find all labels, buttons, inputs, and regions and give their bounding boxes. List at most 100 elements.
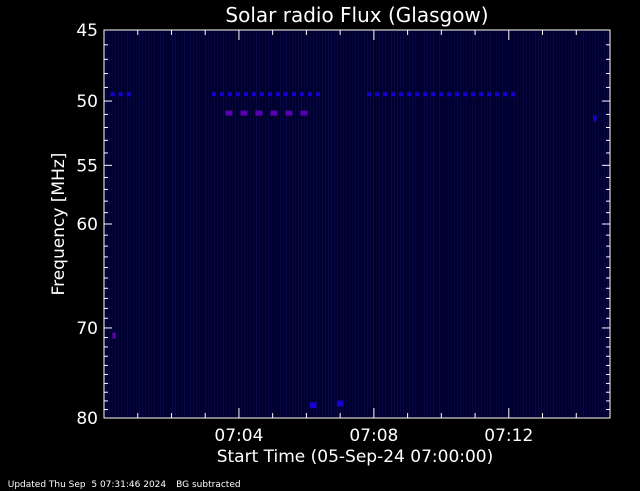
noise-streak [475,32,476,416]
noise-streak [403,32,404,416]
interference-segment [503,92,507,96]
noise-streak [316,32,317,416]
noise-streak [520,32,521,416]
noise-streak [310,32,311,416]
noise-streak [319,32,320,416]
noise-streak [223,32,224,416]
updated-timestamp: Updated Thu Sep 5 07:31:46 2024 [8,480,166,490]
noise-streak [127,32,128,416]
noise-streak [505,32,506,416]
noise-streak [550,32,551,416]
noise-streak [145,32,146,416]
noise-streak [490,32,491,416]
interference-segment [260,92,264,96]
noise-streak [508,32,509,416]
noise-streak [184,32,185,416]
interference-segment [240,111,247,116]
interference-segment [270,111,277,116]
x-tick-label: 07:12 [484,426,533,446]
noise-streak [556,32,557,416]
noise-streak [574,32,575,416]
noise-streak [241,32,242,416]
noise-streak [208,32,209,416]
noise-streak [169,32,170,416]
noise-streak [154,32,155,416]
noise-streak [379,32,380,416]
noise-streak [286,32,287,416]
noise-streak [496,32,497,416]
noise-streak [259,32,260,416]
bg-subtracted-note: BG subtracted [176,480,240,490]
noise-streak [361,32,362,416]
noise-streak [598,32,599,416]
y-tick-label: 45 [76,21,98,41]
noise-streak [424,32,425,416]
noise-streak [340,32,341,416]
noise-streak [562,32,563,416]
noise-streak [247,32,248,416]
interference-segment [285,111,292,116]
noise-streak [460,32,461,416]
noise-streak [385,32,386,416]
noise-streak [226,32,227,416]
noise-streak [196,32,197,416]
noise-streak [253,32,254,416]
noise-streak [445,32,446,416]
y-tick-label: 55 [76,156,98,176]
noise-streak [517,32,518,416]
noise-streak [376,32,377,416]
noise-streak [112,32,113,416]
noise-streak [298,32,299,416]
noise-streak [328,32,329,416]
interference-segment [447,92,451,96]
interference-segment [391,92,395,96]
noise-streak [331,32,332,416]
noise-streak [421,32,422,416]
noise-streak [304,32,305,416]
interference-segment [487,92,491,96]
noise-streak [595,32,596,416]
noise-streak [235,32,236,416]
signal-spike [310,402,317,408]
noise-streak [367,32,368,416]
noise-streak [448,32,449,416]
interference-segment [495,92,499,96]
noise-streak [265,32,266,416]
noise-streak [601,32,602,416]
noise-streak [130,32,131,416]
x-tick-label: 07:08 [349,426,398,446]
x-axis-label: Start Time (05-Sep-24 07:00:00) [217,447,494,467]
noise-streak [427,32,428,416]
noise-streak [214,32,215,416]
noise-streak [514,32,515,416]
noise-streak [559,32,560,416]
noise-streak [523,32,524,416]
noise-streak [280,32,281,416]
interference-segment [471,92,475,96]
interference-segment [316,92,320,96]
interference-segment [308,92,312,96]
noise-streak [334,32,335,416]
noise-streak [151,32,152,416]
noise-streak [553,32,554,416]
noise-streak [481,32,482,416]
noise-streak [394,32,395,416]
interference-segment [479,92,483,96]
footer: Updated Thu Sep 5 07:31:46 2024 BG subtra… [2,469,241,491]
noise-streak [565,32,566,416]
y-tick-label: 50 [76,92,98,112]
interference-segment [423,92,427,96]
interference-segment [511,92,515,96]
y-axis-label: Frequency [MHz] [49,153,69,296]
noise-streak [571,32,572,416]
noise-streak [388,32,389,416]
noise-streak [418,32,419,416]
noise-streak [193,32,194,416]
noise-streak [178,32,179,416]
noise-streak [232,32,233,416]
noise-streak [136,32,137,416]
noise-streak [457,32,458,416]
noise-streak [397,32,398,416]
noise-streak [199,32,200,416]
chart-title: Solar radio Flux (Glasgow) [225,3,488,27]
